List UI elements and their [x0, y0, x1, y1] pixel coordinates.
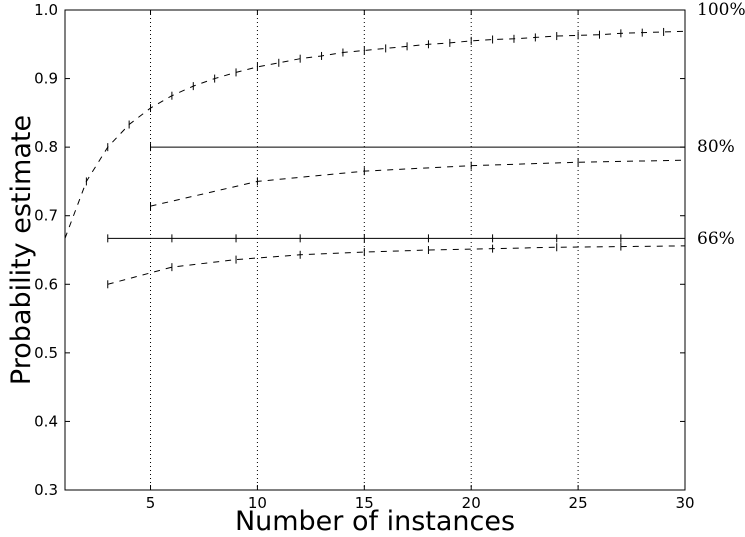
percent-label: 100%	[697, 0, 745, 20]
x-tick-label: 10	[248, 494, 267, 512]
right-percent-labels: 100% 80% 66%	[697, 0, 745, 249]
percent-label: 80%	[697, 137, 735, 157]
y-tick-label: 0.4	[34, 412, 58, 430]
series-line-4	[107, 245, 686, 285]
axis-ticks	[65, 9, 686, 491]
x-axis-label: Number of instances	[235, 506, 515, 537]
percent-label: 66%	[697, 229, 735, 249]
series-markers	[85, 27, 665, 289]
y-tick-label: 0.7	[34, 207, 58, 225]
tick-labels: 5 10 15 20 25 30 0.3 0.4 0.5 0.6 0.7 0.8 0.9 1.0	[34, 1, 694, 512]
x-tick-label: 15	[355, 494, 374, 512]
series-layer	[64, 30, 686, 285]
x-tick-label: 20	[462, 494, 481, 512]
x-tick-label: 5	[146, 494, 156, 512]
y-tick-label: 0.5	[34, 344, 58, 362]
x-tick-label: 25	[569, 494, 588, 512]
y-axis-label: Probability estimate	[6, 115, 37, 385]
plot-frame	[64, 9, 686, 491]
y-tick-label: 0.9	[34, 70, 58, 88]
x-tick-label: 30	[675, 494, 694, 512]
y-tick-label: 0.8	[34, 138, 58, 156]
y-tick-label: 0.6	[34, 275, 58, 293]
series-line-2	[150, 159, 686, 207]
y-tick-label: 0.3	[34, 481, 58, 499]
y-tick-label: 1.0	[34, 1, 58, 19]
series-line-0	[64, 30, 686, 239]
